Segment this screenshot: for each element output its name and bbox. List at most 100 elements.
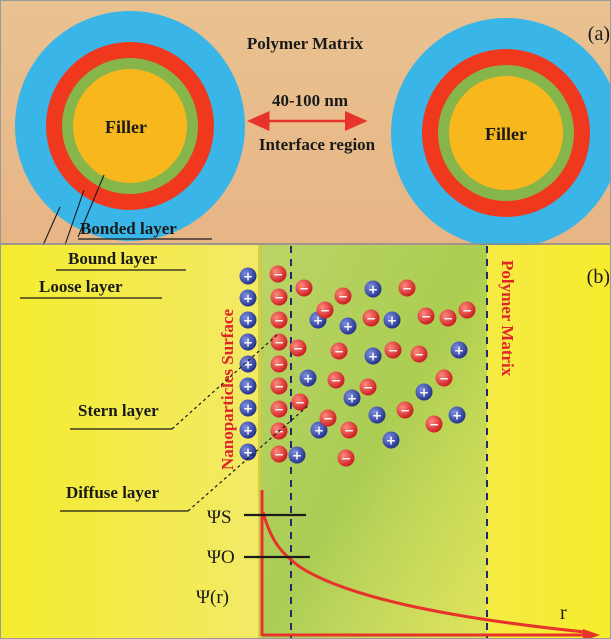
ion-body xyxy=(334,287,352,305)
ion-body xyxy=(417,307,435,325)
positive-ion: + xyxy=(239,311,257,329)
negative-ion: − xyxy=(396,401,414,419)
ion-body xyxy=(340,421,358,439)
minus-sign-icon: − xyxy=(274,380,284,394)
ion-body xyxy=(239,421,257,439)
positive-ion: + xyxy=(368,406,386,424)
bonded-layer-label: Bonded layer xyxy=(80,219,177,238)
ion-body xyxy=(289,339,307,357)
psi-r-label: Ψ(r) xyxy=(196,587,229,608)
ion-body xyxy=(439,309,457,327)
minus-sign-icon: − xyxy=(274,358,284,372)
ion-body xyxy=(450,341,468,359)
plus-sign-icon: + xyxy=(243,336,253,350)
ion-body xyxy=(239,289,257,307)
negative-ion: − xyxy=(269,265,287,283)
panel-a: Filler Filler Polymer Matrix 40-100 nm I… xyxy=(0,0,611,298)
plus-sign-icon: + xyxy=(313,314,323,328)
layer-labels: Bonded layer Bound layer Loose layer xyxy=(20,219,212,299)
filler-core xyxy=(449,76,563,190)
positive-ion: + xyxy=(239,267,257,285)
negative-ion: − xyxy=(362,309,380,327)
plus-sign-icon: + xyxy=(347,392,357,406)
ion-body xyxy=(269,265,287,283)
positive-ion: + xyxy=(239,443,257,461)
ion-body xyxy=(299,369,317,387)
ion-body xyxy=(364,280,382,298)
plus-sign-icon: + xyxy=(314,424,324,438)
minus-sign-icon: − xyxy=(344,424,354,438)
positive-ion: + xyxy=(239,333,257,351)
negative-ion: − xyxy=(439,309,457,327)
x-axis-arrowhead xyxy=(583,629,600,639)
ion-body xyxy=(364,347,382,365)
plus-sign-icon: + xyxy=(243,358,253,372)
minus-sign-icon: − xyxy=(388,344,398,358)
filler-label-right: Filler xyxy=(485,124,527,144)
plus-sign-icon: + xyxy=(243,424,253,438)
positive-ion: + xyxy=(382,431,400,449)
ion-body xyxy=(339,317,357,335)
minus-sign-icon: − xyxy=(338,290,348,304)
bound-layer-label: Bound layer xyxy=(68,249,158,268)
negative-ion: − xyxy=(384,341,402,359)
surface-edge xyxy=(258,245,262,639)
positive-ion: + xyxy=(339,317,357,335)
plus-sign-icon: + xyxy=(243,314,253,328)
positive-ion: + xyxy=(239,355,257,373)
positive-ion: + xyxy=(383,311,401,329)
negative-ion: − xyxy=(340,421,358,439)
ion-body xyxy=(396,401,414,419)
negative-ion: − xyxy=(435,369,453,387)
r-axis-label: r xyxy=(560,602,567,624)
distance-label: 40-100 nm xyxy=(272,91,348,110)
ion-body xyxy=(239,443,257,461)
minus-sign-icon: − xyxy=(334,345,344,359)
negative-ion: − xyxy=(398,279,416,297)
negative-ion: − xyxy=(337,449,355,467)
plus-sign-icon: + xyxy=(387,314,397,328)
positive-ion: + xyxy=(448,406,466,424)
particle-right: Filler xyxy=(391,18,611,248)
positive-ion: + xyxy=(239,399,257,417)
panel-b: +++++++++−−−−−−−−−−+−+−−+−+−−+−−−++−−−+−… xyxy=(0,245,611,639)
ion-body xyxy=(368,406,386,424)
positive-ion: + xyxy=(343,389,361,407)
ion-body xyxy=(316,301,334,319)
ion-body xyxy=(327,371,345,389)
negative-ion: − xyxy=(327,371,345,389)
polymer-matrix-label-a: Polymer Matrix xyxy=(247,34,364,53)
negative-ion: − xyxy=(425,415,443,433)
minus-sign-icon: − xyxy=(295,396,305,410)
loose-layer-label: Loose layer xyxy=(39,277,123,296)
ion-body xyxy=(291,393,309,411)
plus-sign-icon: + xyxy=(243,270,253,284)
ion-body xyxy=(415,383,433,401)
minus-sign-icon: − xyxy=(323,412,333,426)
positive-ion: + xyxy=(239,289,257,307)
ion-body xyxy=(384,341,402,359)
negative-ion: − xyxy=(270,445,288,463)
panel-a-label: (a) xyxy=(588,23,610,45)
positive-ion: + xyxy=(288,446,306,464)
negative-ion: − xyxy=(410,345,428,363)
minus-sign-icon: − xyxy=(439,372,449,386)
positive-ion: + xyxy=(450,341,468,359)
negative-ion: − xyxy=(270,400,288,418)
positive-ion: + xyxy=(415,383,433,401)
negative-ion: − xyxy=(270,311,288,329)
minus-sign-icon: − xyxy=(274,314,284,328)
negative-ion: − xyxy=(359,378,377,396)
ion-body xyxy=(295,279,313,297)
plus-sign-icon: + xyxy=(243,292,253,306)
plus-sign-icon: + xyxy=(303,372,313,386)
plus-sign-icon: + xyxy=(243,402,253,416)
ion-body xyxy=(270,445,288,463)
minus-sign-icon: − xyxy=(274,403,284,417)
ion-body xyxy=(239,333,257,351)
ion-body xyxy=(410,345,428,363)
minus-sign-icon: − xyxy=(273,268,283,282)
ion-body xyxy=(383,311,401,329)
ion-body xyxy=(270,311,288,329)
positive-ion: + xyxy=(364,280,382,298)
